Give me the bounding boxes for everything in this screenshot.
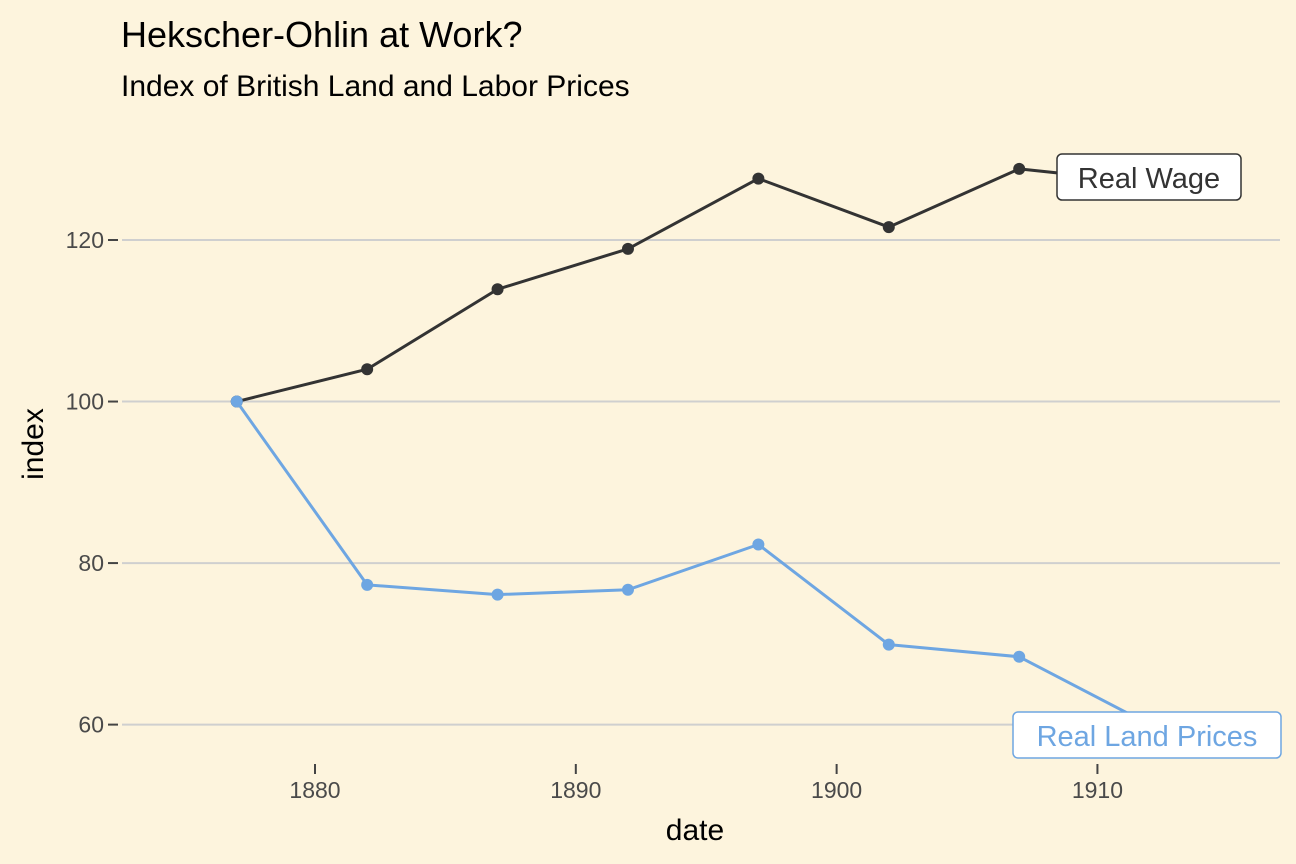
y-tick-label: 80 (78, 550, 104, 576)
series-layer (230, 162, 1156, 731)
x-tick-label: 1890 (550, 777, 601, 803)
series-label-text: Real Land Prices (1037, 721, 1258, 753)
data-point (752, 172, 765, 185)
series-line (236, 167, 1150, 403)
series-label-box (1056, 153, 1242, 201)
x-tick-label: 1880 (289, 777, 340, 803)
data-point (1013, 650, 1026, 663)
y-tick-label: 120 (66, 227, 104, 253)
chart-subtitle: Index of British Land and Labor Prices (121, 70, 630, 103)
x-tick-label: 1910 (1072, 777, 1123, 803)
series-label: Real Land Prices (1012, 711, 1282, 759)
data-point (361, 363, 374, 376)
chart-title: Hekscher-Ohlin at Work? (121, 14, 523, 55)
series-label-box (1012, 711, 1282, 759)
series-line (235, 400, 1151, 726)
data-point (361, 578, 374, 591)
x-tick-label: 1900 (811, 777, 862, 803)
data-point (621, 583, 634, 596)
data-point (882, 638, 895, 651)
x-axis-title: date (666, 814, 724, 847)
data-point (1013, 162, 1026, 175)
series-label-text: Real Wage (1078, 163, 1220, 195)
data-point (752, 538, 765, 551)
data-point (491, 588, 504, 601)
series-1 (230, 395, 1156, 731)
series-labels: Real Wage Real Land Prices (1012, 153, 1282, 759)
data-point (621, 242, 634, 255)
data-point (230, 395, 243, 408)
data-point (882, 221, 895, 234)
y-axis-title: index (17, 408, 50, 480)
data-point (491, 283, 504, 296)
series-0 (230, 162, 1156, 408)
y-tick-label: 60 (78, 712, 104, 738)
y-axis-ticks: 60 80 100 120 (66, 227, 118, 738)
series-label: Real Wage (1056, 153, 1242, 201)
y-tick-label: 100 (66, 389, 104, 415)
x-axis-ticks: 1880 1890 1900 1910 (289, 764, 1123, 803)
